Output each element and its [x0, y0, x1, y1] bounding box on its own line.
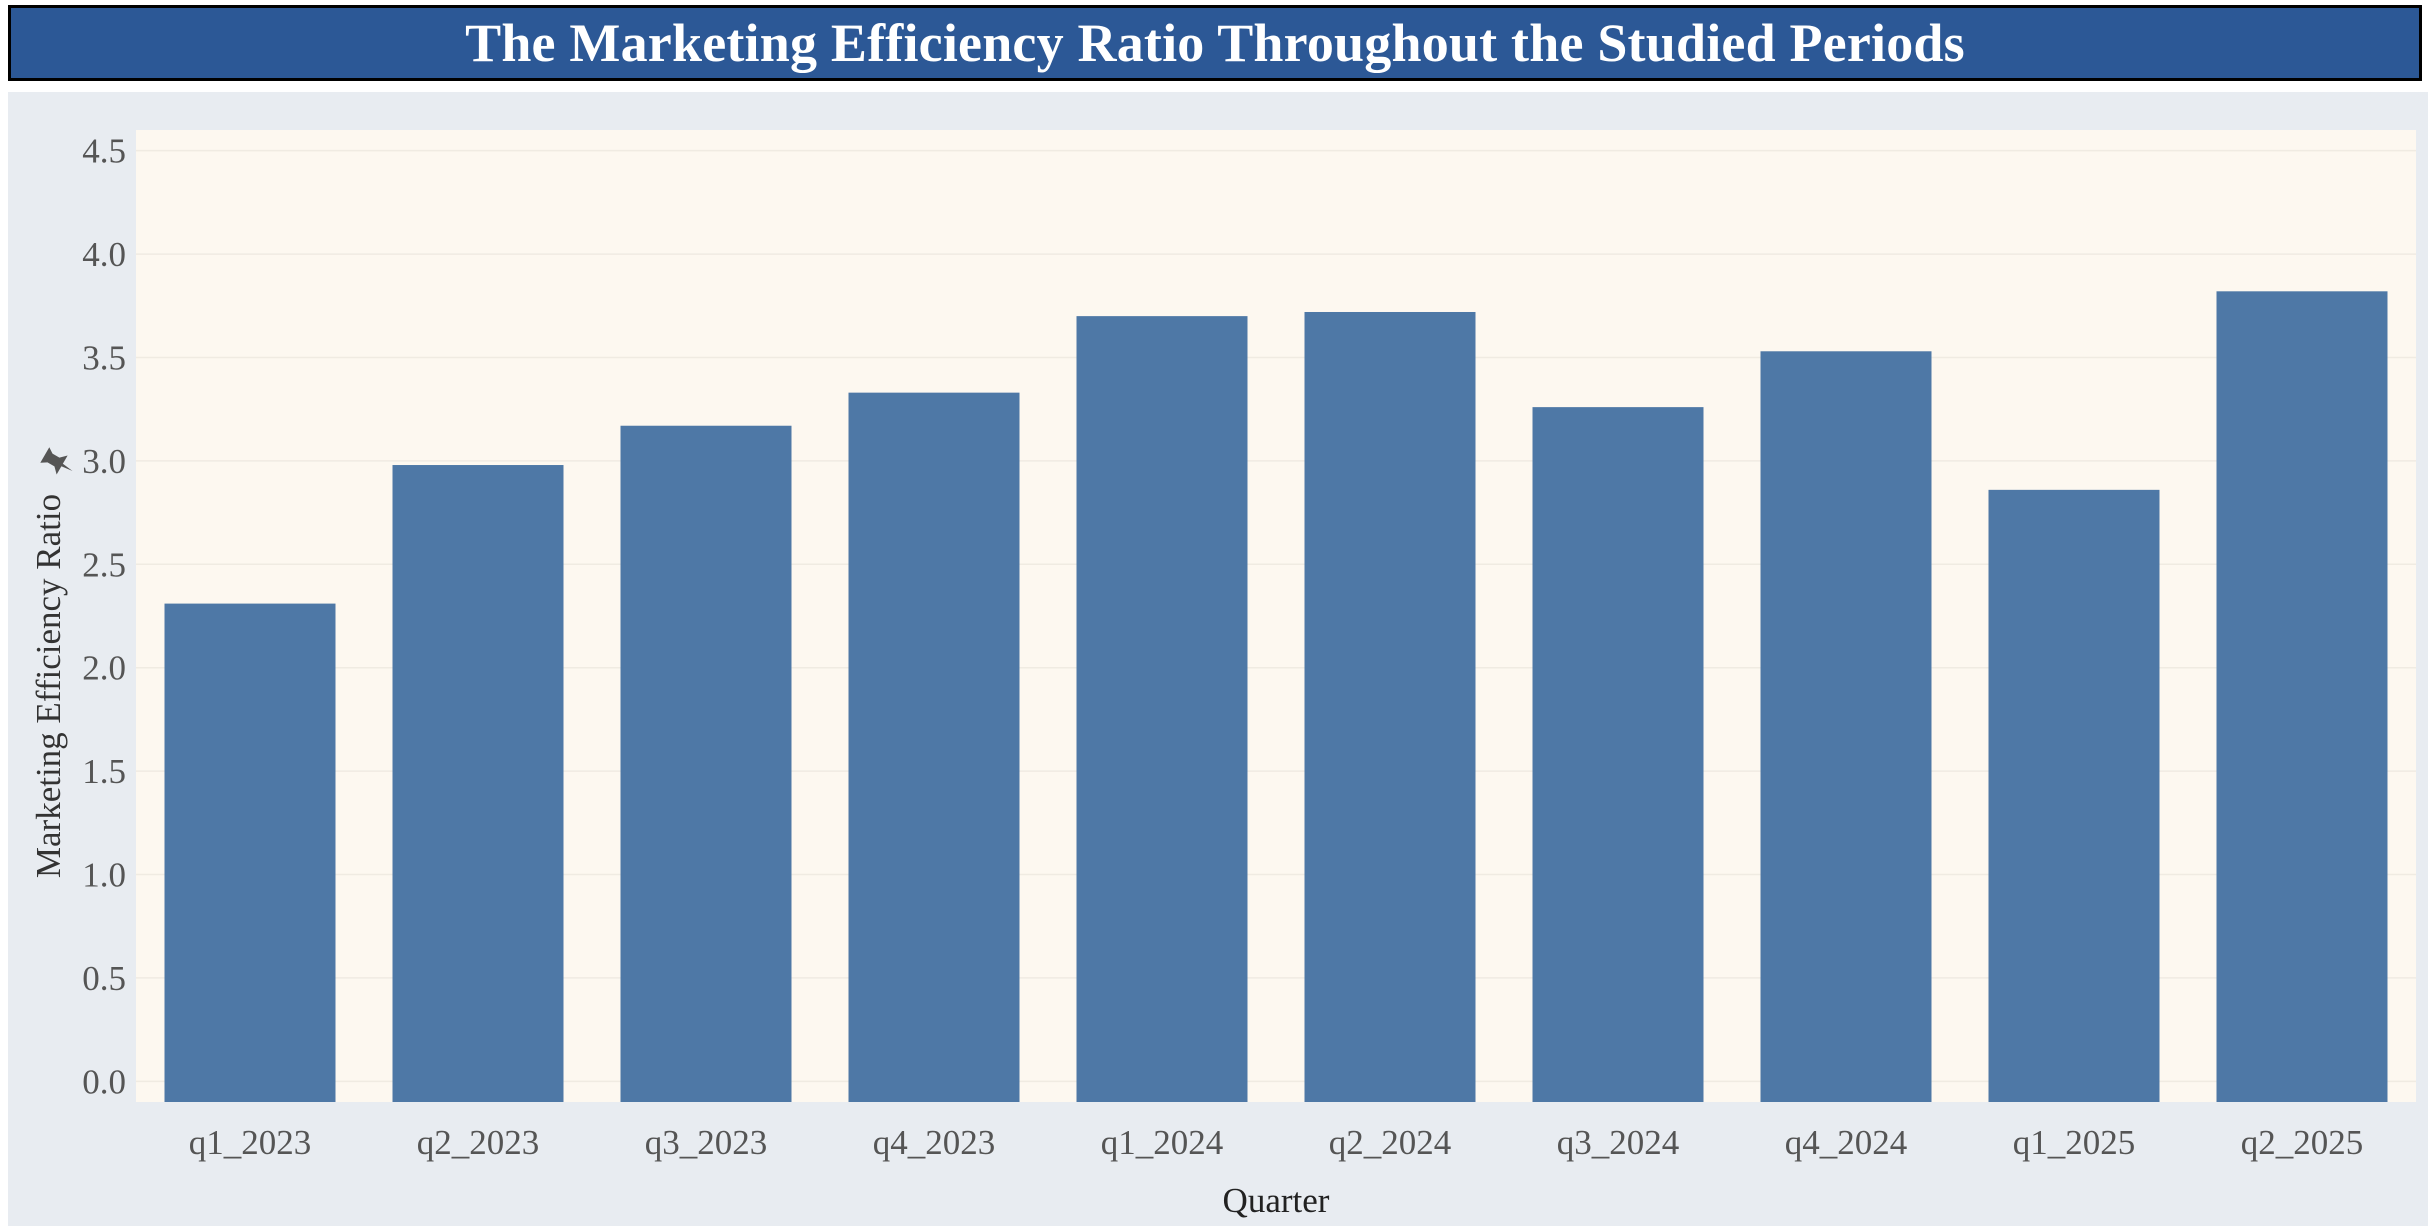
y-tick-label: 0.5	[82, 959, 126, 998]
bar-q1_2024[interactable]	[1076, 316, 1248, 1102]
y-tick-label: 2.0	[82, 649, 126, 688]
x-tick-label: q4_2024	[1785, 1123, 1908, 1162]
bar-chart: 0.0 0.5 1.0 1.5 2.0 2.5 3.0 3.5 4.0 4.5 q1_2023 q2…	[29, 130, 2416, 1220]
y-axis-label: Marketing Efficiency Ratio	[29, 494, 68, 878]
y-tick-label: 3.0	[82, 442, 126, 481]
y-tick-label: 1.0	[82, 856, 126, 895]
x-axis-label: Quarter	[1223, 1181, 1330, 1220]
x-tick-label: q3_2023	[645, 1123, 768, 1162]
pin-icon[interactable]	[39, 445, 78, 480]
x-tick-label: q1_2023	[189, 1123, 312, 1162]
chart-title-banner: The Marketing Efficiency Ratio Throughou…	[8, 5, 2422, 81]
bar-q4_2024[interactable]	[1760, 351, 1932, 1102]
y-axis-label-group: Marketing Efficiency Ratio	[29, 445, 78, 878]
y-tick-label: 3.5	[82, 338, 126, 377]
y-tick-label: 4.0	[82, 235, 126, 274]
bar-q1_2025[interactable]	[1988, 489, 2160, 1102]
bar-q2_2023[interactable]	[392, 465, 564, 1102]
x-axis-ticks: q1_2023 q2_2023 q3_2023 q4_2023 q1_2024 q2_20…	[189, 1123, 2364, 1162]
x-tick-label: q2_2024	[1329, 1123, 1452, 1162]
y-tick-label: 4.5	[82, 132, 126, 171]
x-tick-label: q2_2023	[417, 1123, 540, 1162]
bar-q3_2023[interactable]	[620, 425, 792, 1102]
y-tick-label: 2.5	[82, 545, 126, 584]
x-tick-label: q4_2023	[873, 1123, 996, 1162]
bar-q4_2023[interactable]	[848, 392, 1020, 1102]
x-tick-label: q1_2024	[1101, 1123, 1224, 1162]
bar-q2_2025[interactable]	[2216, 291, 2388, 1102]
bar-q1_2023[interactable]	[164, 603, 336, 1102]
x-tick-label: q1_2025	[2013, 1123, 2136, 1162]
bar-q3_2024[interactable]	[1532, 407, 1704, 1102]
y-tick-label: 0.0	[82, 1062, 126, 1101]
x-tick-label: q2_2025	[2241, 1123, 2364, 1162]
bar-q2_2024[interactable]	[1304, 311, 1476, 1103]
y-tick-label: 1.5	[82, 752, 126, 791]
chart-title: The Marketing Efficiency Ratio Throughou…	[465, 13, 1965, 73]
x-tick-label: q3_2024	[1557, 1123, 1680, 1162]
bars	[164, 291, 2388, 1103]
y-axis-ticks: 0.0 0.5 1.0 1.5 2.0 2.5 3.0 3.5 4.0 4.5	[82, 132, 126, 1102]
chart-panel: 0.0 0.5 1.0 1.5 2.0 2.5 3.0 3.5 4.0 4.5 q1_2023 q2…	[8, 92, 2428, 1226]
